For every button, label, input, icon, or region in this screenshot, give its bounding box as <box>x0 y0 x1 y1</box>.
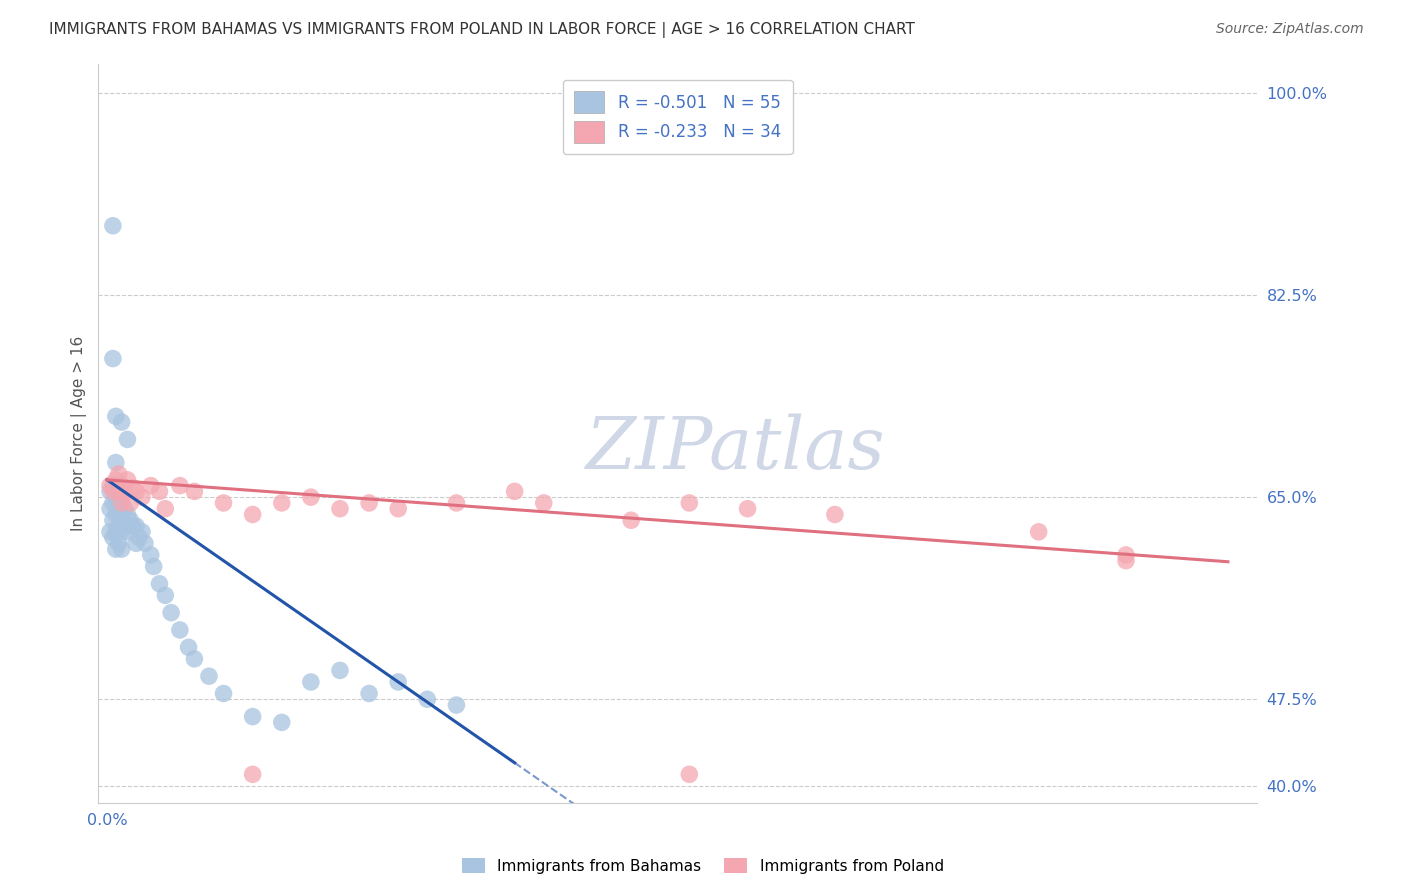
Point <box>169 478 191 492</box>
Point <box>107 484 129 499</box>
Point <box>737 501 759 516</box>
Point <box>177 640 200 655</box>
Point <box>620 513 643 527</box>
Point <box>107 484 129 499</box>
Point <box>111 524 134 539</box>
Point <box>114 484 136 499</box>
Point <box>446 496 468 510</box>
Point <box>125 519 148 533</box>
Point <box>117 433 139 447</box>
Point <box>104 473 127 487</box>
Point <box>98 501 121 516</box>
Point <box>329 501 352 516</box>
Point <box>117 524 139 539</box>
Point <box>117 508 139 522</box>
Point <box>359 686 381 700</box>
Point <box>131 524 153 539</box>
Point <box>824 508 846 522</box>
Point <box>183 652 205 666</box>
Point <box>104 478 127 492</box>
Point <box>101 496 124 510</box>
Point <box>111 496 134 510</box>
Point <box>111 478 134 492</box>
Point <box>139 478 162 492</box>
Point <box>1115 548 1137 562</box>
Point <box>104 409 127 424</box>
Point <box>107 467 129 481</box>
Y-axis label: In Labor Force | Age > 16: In Labor Force | Age > 16 <box>72 336 87 532</box>
Point <box>107 536 129 550</box>
Point <box>111 542 134 557</box>
Point <box>242 508 264 522</box>
Point <box>107 519 129 533</box>
Point <box>98 484 121 499</box>
Point <box>134 536 156 550</box>
Point <box>101 351 124 366</box>
Point <box>212 496 235 510</box>
Point <box>270 715 292 730</box>
Point <box>120 513 142 527</box>
Point <box>114 519 136 533</box>
Point <box>242 709 264 723</box>
Point <box>299 490 322 504</box>
Point <box>155 588 177 602</box>
Point <box>270 496 292 510</box>
Point <box>533 496 555 510</box>
Text: ZIPatlas: ZIPatlas <box>586 413 886 483</box>
Point <box>104 456 127 470</box>
Point <box>101 531 124 545</box>
Point <box>329 664 352 678</box>
Point <box>139 548 162 562</box>
Point <box>125 484 148 499</box>
Text: IMMIGRANTS FROM BAHAMAS VS IMMIGRANTS FROM POLAND IN LABOR FORCE | AGE > 16 CORR: IMMIGRANTS FROM BAHAMAS VS IMMIGRANTS FR… <box>49 22 915 38</box>
Point <box>98 524 121 539</box>
Point <box>104 508 127 522</box>
Point <box>131 490 153 504</box>
Point <box>446 698 468 712</box>
Legend: R = -0.501   N = 55, R = -0.233   N = 34: R = -0.501 N = 55, R = -0.233 N = 34 <box>562 79 793 154</box>
Point <box>155 501 177 516</box>
Point <box>148 484 170 499</box>
Point <box>107 501 129 516</box>
Point <box>125 536 148 550</box>
Text: Source: ZipAtlas.com: Source: ZipAtlas.com <box>1216 22 1364 37</box>
Point <box>122 481 145 495</box>
Point <box>678 767 700 781</box>
Point <box>503 484 526 499</box>
Point <box>142 559 165 574</box>
Point <box>678 496 700 510</box>
Point <box>98 478 121 492</box>
Point <box>101 219 124 233</box>
Point <box>101 478 124 492</box>
Point <box>111 508 134 522</box>
Point <box>212 686 235 700</box>
Point <box>1028 524 1050 539</box>
Point <box>104 490 127 504</box>
Point <box>242 767 264 781</box>
Point <box>114 501 136 516</box>
Point <box>120 496 142 510</box>
Point <box>183 484 205 499</box>
Point <box>111 490 134 504</box>
Point <box>416 692 439 706</box>
Point <box>198 669 221 683</box>
Point <box>1115 554 1137 568</box>
Legend: Immigrants from Bahamas, Immigrants from Poland: Immigrants from Bahamas, Immigrants from… <box>456 852 950 880</box>
Point <box>160 606 183 620</box>
Point <box>299 675 322 690</box>
Point <box>387 501 409 516</box>
Point <box>387 675 409 690</box>
Point <box>117 473 139 487</box>
Point <box>128 531 150 545</box>
Point <box>169 623 191 637</box>
Point <box>148 576 170 591</box>
Point <box>111 415 134 429</box>
Point <box>104 524 127 539</box>
Point <box>359 496 381 510</box>
Point <box>101 484 124 499</box>
Point <box>104 542 127 557</box>
Point <box>101 513 124 527</box>
Point <box>122 519 145 533</box>
